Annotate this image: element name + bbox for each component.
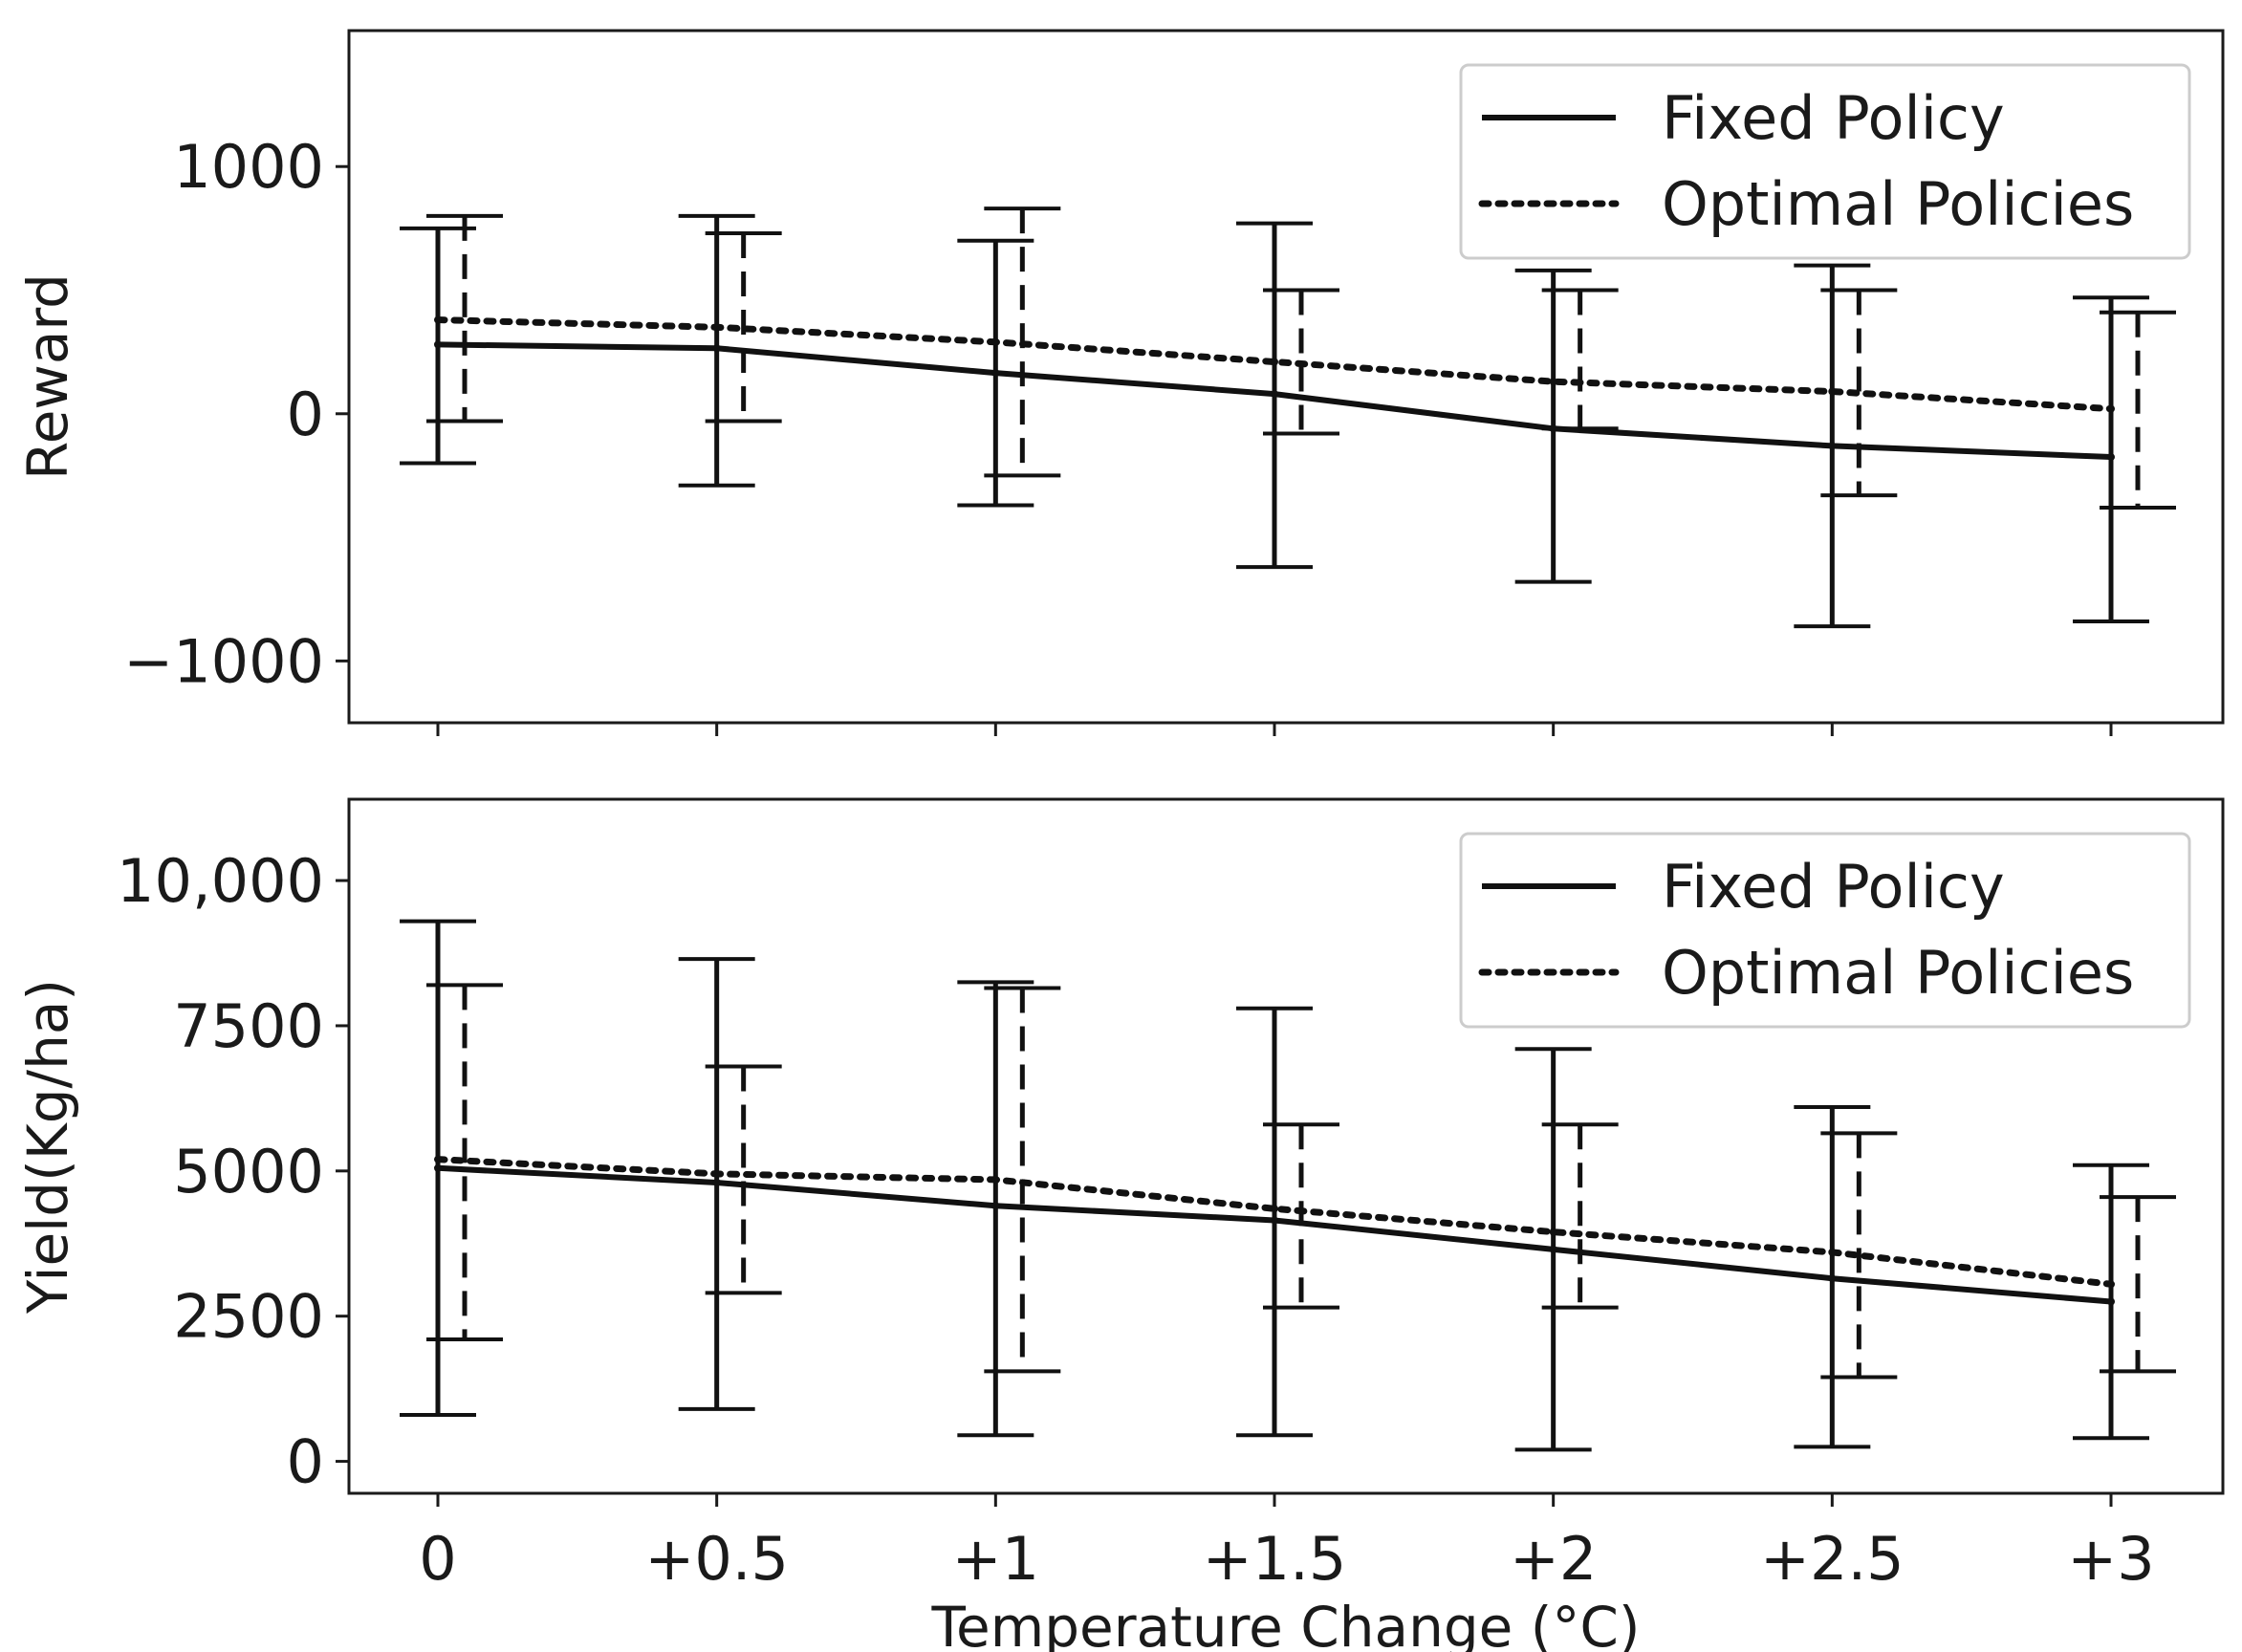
fixed-policy-point [991, 369, 1000, 378]
x-tick-label: +3 [2067, 1524, 2154, 1594]
optimal-policies-point [1549, 1228, 1557, 1236]
optimal-policies-point [991, 337, 1000, 346]
legend-optimal-label: Optimal Policies [1662, 169, 2134, 239]
y-axis-label: Yield(Kg/ha) [15, 979, 80, 1315]
optimal-policies-errorbar [1541, 1122, 1619, 1310]
optimal-policies-point [712, 1169, 721, 1178]
y-tick-label: 10,000 [117, 846, 324, 916]
fixed-policy-point [2107, 453, 2115, 462]
y-tick-label: 0 [287, 1427, 324, 1497]
fixed-policy-point [2107, 1297, 2115, 1306]
x-tick-label: +2 [1510, 1524, 1597, 1594]
fixed-policy-point [712, 1178, 721, 1186]
optimal-policies-point [1271, 1205, 1278, 1213]
x-tick-label: +1 [952, 1524, 1039, 1594]
optimal-policies-point [2107, 1280, 2115, 1289]
y-tick-label: 1000 [173, 132, 324, 202]
x-tick-label: +2.5 [1760, 1524, 1905, 1594]
optimal-policies-point [1549, 378, 1557, 386]
chart-panel-1: −1000 0 1000 Reward Fixed Policy Optimal Poli… [15, 29, 2225, 736]
optimal-policies-point [991, 1175, 1000, 1184]
fixed-policy-point [1549, 1245, 1557, 1253]
y-tick-label: 5000 [173, 1137, 324, 1206]
optimal-policies-errorbar [2100, 1195, 2176, 1374]
optimal-policies-point [1271, 358, 1278, 366]
y-axis-label: Reward [15, 273, 80, 480]
optimal-policies-point [2107, 404, 2115, 413]
fixed-policy-point [434, 1163, 442, 1172]
legend-fixed-label: Fixed Policy [1662, 852, 2005, 922]
y-tick-label: −1000 [123, 626, 324, 696]
chart-panel-2: 0 2500 5000 7500 10,000 0 +0.5 +1 +1.5 +2 +2.5 +3 Yi… [15, 797, 2225, 1652]
optimal-policies-errorbar [705, 231, 782, 424]
fixed-policy-point [1271, 390, 1278, 399]
optimal-policies-point [712, 323, 721, 332]
optimal-policies-errorbar [426, 213, 503, 424]
fixed-policy-point [712, 344, 721, 353]
legend-box [1459, 63, 2191, 260]
optimal-policies-errorbar [1820, 288, 1898, 498]
legend-fixed-label: Fixed Policy [1662, 83, 2005, 153]
fixed-policy-point [1828, 442, 1837, 450]
y-tick-label: 0 [287, 380, 324, 449]
optimal-policies-errorbar [1263, 288, 1339, 436]
optimal-policies-errorbar [1263, 1122, 1339, 1310]
optimal-policies-errorbar [1541, 288, 1619, 431]
optimal-policies-point [1828, 387, 1837, 396]
legend-box [1459, 832, 2191, 1029]
legend: Fixed Policy Optimal Policies [1459, 63, 2191, 260]
x-axis-label: Temperature Change (°C) [930, 1595, 1640, 1652]
y-tick-label: 7500 [173, 991, 324, 1061]
fixed-policy-point [1271, 1216, 1278, 1225]
legend: Fixed Policy Optimal Policies [1459, 832, 2191, 1029]
optimal-policies-point [434, 1155, 442, 1163]
x-tick-label: +0.5 [644, 1524, 789, 1594]
fixed-policy-point [1828, 1274, 1837, 1283]
optimal-policies-point [434, 315, 442, 324]
fixed-policy-point [991, 1202, 1000, 1210]
optimal-policies-errorbar [426, 983, 503, 1342]
optimal-policies-errorbar [705, 1064, 782, 1295]
x-tick-label: +1.5 [1203, 1524, 1347, 1594]
x-tick-label: 0 [419, 1524, 456, 1594]
plot-frame [347, 797, 2225, 1495]
optimal-policies-errorbar [2100, 310, 2176, 511]
y-tick-label: 2500 [173, 1282, 324, 1352]
plot-frame [347, 29, 2225, 725]
optimal-policies-point [1828, 1248, 1837, 1256]
fixed-policy-point [434, 340, 442, 349]
optimal-policies-errorbar [1820, 1131, 1898, 1380]
legend-optimal-label: Optimal Policies [1662, 938, 2134, 1008]
